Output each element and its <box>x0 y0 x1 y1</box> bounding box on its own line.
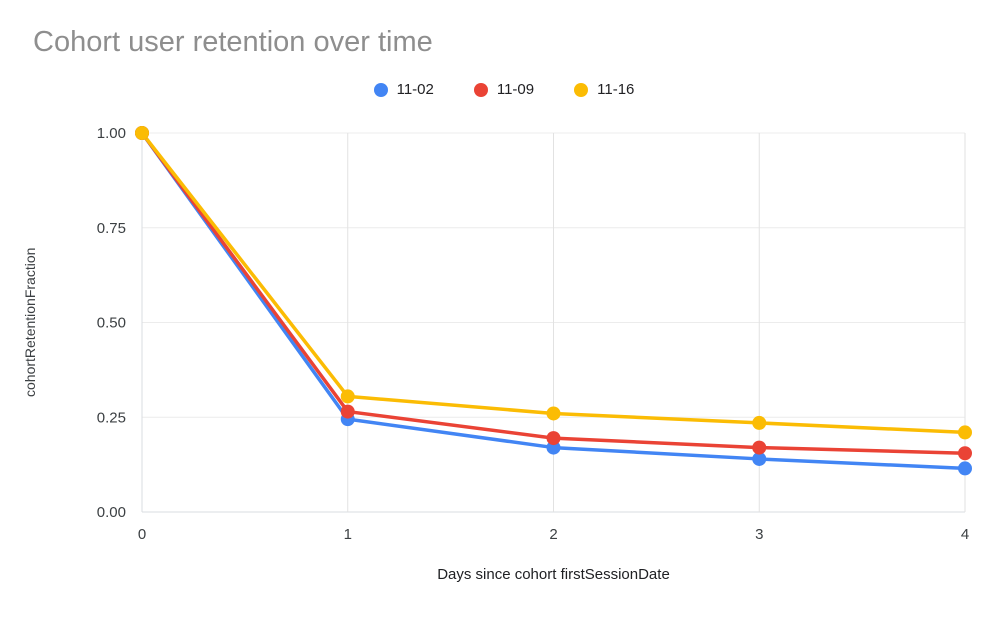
x-tick-label: 4 <box>961 526 969 543</box>
legend-item-11-09[interactable]: 11-09 <box>473 81 535 98</box>
legend-label: 11-16 <box>597 81 635 98</box>
y-tick-label: 0.25 <box>97 409 126 426</box>
legend-item-11-16[interactable]: 11-16 <box>574 81 634 98</box>
data-point-11-16-x2 <box>546 406 561 421</box>
data-point-11-02-x4 <box>958 461 972 476</box>
x-tick-label: 2 <box>549 526 557 543</box>
y-tick-label: 0.75 <box>97 220 126 237</box>
data-point-11-09-x3 <box>752 440 767 455</box>
chart-title: Cohort user retention over time <box>33 26 433 58</box>
legend-dot-icon <box>373 82 388 97</box>
legend-dot-icon <box>574 82 589 97</box>
legend-label: 11-09 <box>496 81 535 98</box>
x-tick-label: 1 <box>344 526 352 543</box>
data-point-11-16-x0 <box>135 126 149 140</box>
data-point-11-09-x4 <box>958 446 972 461</box>
data-point-11-16-x1 <box>340 389 355 404</box>
legend-label: 11-02 <box>396 81 434 98</box>
y-tick-label: 1.00 <box>97 125 126 142</box>
data-point-11-16-x3 <box>752 415 767 430</box>
x-tick-label: 0 <box>138 526 146 543</box>
y-tick-label: 0.50 <box>97 315 126 332</box>
chart-legend: 11-02 11-09 11-16 <box>0 81 1008 98</box>
y-tick-label: 0.00 <box>97 504 126 521</box>
y-axis-title: cohortRetentionFraction <box>22 247 38 398</box>
data-point-11-09-x2 <box>546 431 561 446</box>
data-point-11-02-x3 <box>752 451 767 466</box>
data-point-11-16-x4 <box>958 425 972 440</box>
legend-item-11-02[interactable]: 11-02 <box>373 81 434 98</box>
x-tick-label: 3 <box>755 526 763 543</box>
data-point-11-09-x1 <box>340 404 355 419</box>
legend-dot-icon <box>473 82 488 97</box>
x-axis-title: Days since cohort firstSessionDate <box>437 566 670 583</box>
